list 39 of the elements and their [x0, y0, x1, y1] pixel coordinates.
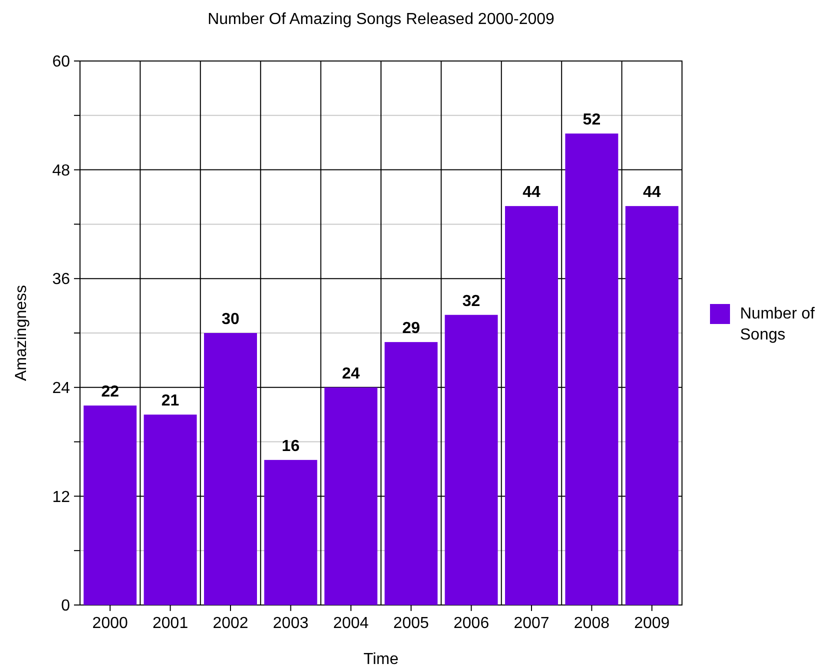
x-tick-label: 2006: [454, 615, 490, 632]
y-tick-label: 36: [52, 271, 70, 288]
bar: [444, 314, 498, 605]
bar: [204, 333, 257, 605]
y-tick-label: 24: [52, 380, 70, 397]
x-tick-label: 2003: [272, 615, 309, 632]
bar: [505, 206, 558, 605]
y-tick-label: 0: [61, 598, 70, 615]
y-axis-title: Amazingness: [13, 284, 30, 382]
x-tick-label: 2004: [333, 615, 369, 632]
x-tick-label: 2001: [152, 615, 188, 632]
x-tick-label: 2007: [514, 615, 550, 632]
x-tick-label: 2000: [92, 615, 128, 632]
data-label: 44: [522, 184, 540, 202]
data-label: 32: [462, 292, 480, 310]
bar: [264, 460, 318, 605]
data-label: 52: [582, 112, 601, 129]
bar: [84, 406, 137, 605]
legend-label: Number of Songs: [740, 306, 816, 344]
x-axis-title: Time: [364, 651, 399, 668]
y-tick-label: 60: [52, 54, 70, 71]
data-label: 30: [222, 311, 240, 328]
x-tick-label: 2002: [212, 615, 248, 632]
x-tick-label: 2008: [574, 615, 610, 632]
y-tick-label: 12: [52, 488, 70, 506]
bar: [625, 206, 678, 605]
data-label: 21: [161, 392, 180, 410]
x-tick-label: 2005: [393, 615, 429, 632]
bar: [384, 342, 438, 605]
data-label: 16: [282, 438, 300, 455]
y-tick-label: 48: [52, 162, 70, 180]
bar: [324, 387, 378, 605]
data-label: 29: [402, 320, 420, 338]
bar: [565, 134, 618, 605]
data-label: 44: [643, 184, 661, 202]
x-tick-label: 2009: [634, 615, 670, 632]
chart-title: Number Of Amazing Songs Released 2000-2009: [208, 11, 555, 28]
bar: [144, 414, 197, 605]
data-label: 24: [342, 365, 360, 382]
